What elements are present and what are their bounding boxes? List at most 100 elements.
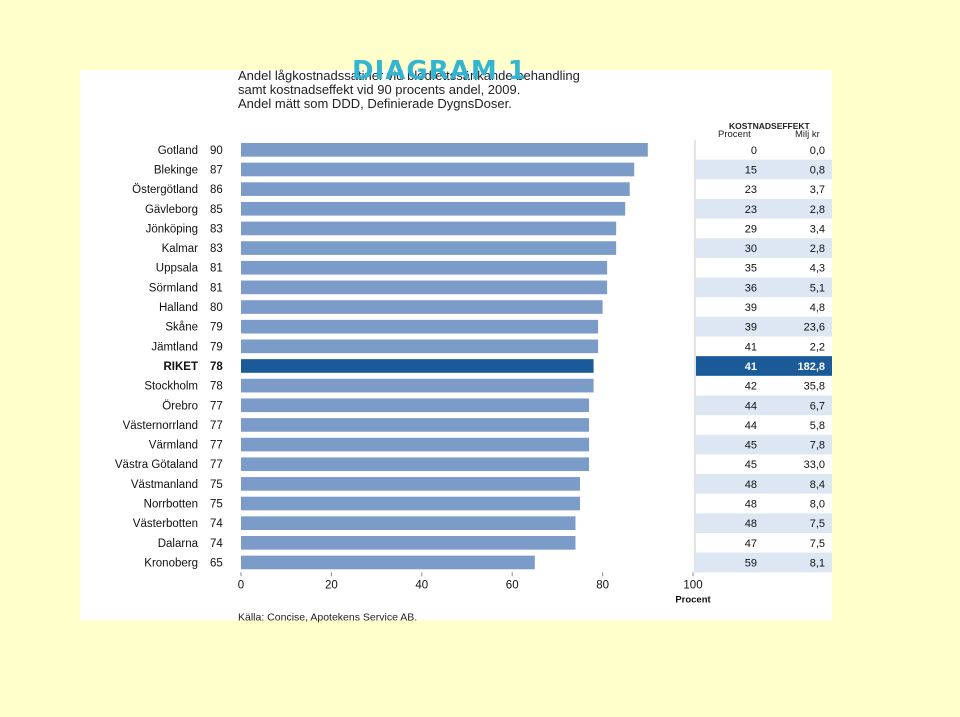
table-row-stripe — [696, 434, 832, 455]
table-miljkr-cell: 2,8 — [810, 243, 825, 255]
table-miljkr-cell: 7,5 — [810, 518, 825, 530]
bar — [241, 201, 626, 216]
table-procent-cell: 15 — [745, 164, 757, 176]
value-label: 83 — [210, 243, 223, 255]
bar — [241, 300, 603, 314]
category-label: Stockholm — [144, 381, 198, 393]
table-miljkr-cell: 7,8 — [810, 440, 825, 452]
value-label: 78 — [210, 361, 223, 373]
table-procent-cell: 41 — [745, 361, 757, 373]
value-label: 77 — [210, 400, 223, 412]
table-row-stripe — [696, 238, 832, 258]
table-procent-cell: 23 — [745, 184, 757, 196]
bar — [241, 418, 590, 432]
category-label: Jämtland — [151, 341, 198, 353]
table-miljkr-cell: 5,1 — [810, 282, 825, 294]
source-note: Källa: Concise, Apotekens Service AB. — [238, 611, 417, 623]
table-procent-cell: 48 — [745, 499, 757, 511]
category-label: Gävleborg — [145, 204, 198, 216]
x-tick-label: 100 — [683, 579, 702, 591]
value-label: 86 — [210, 184, 223, 196]
table-procent-cell: 0 — [751, 145, 757, 157]
table-row-stripe — [696, 316, 832, 337]
table-miljkr-cell: 5,8 — [810, 420, 825, 432]
value-label: 65 — [210, 557, 223, 569]
table-miljkr-cell: 0,0 — [810, 145, 825, 157]
bar — [241, 162, 635, 177]
value-label: 75 — [210, 499, 223, 511]
table-miljkr-cell: 8,1 — [810, 557, 825, 569]
table-miljkr-cell: 3,7 — [810, 184, 825, 196]
table-miljkr-cell: 7,5 — [810, 538, 825, 550]
table-row-stripe — [696, 513, 832, 533]
bar — [241, 182, 630, 196]
value-label: 77 — [210, 459, 223, 471]
table-procent-cell: 36 — [745, 282, 757, 294]
table-procent-cell: 39 — [745, 302, 757, 314]
category-label: Östergötland — [132, 184, 198, 196]
table-miljkr-cell: 23,6 — [804, 322, 825, 334]
x-tick-label: 20 — [325, 579, 338, 591]
table-row-stripe — [696, 277, 832, 298]
x-tick-label: 60 — [506, 579, 519, 591]
value-label: 74 — [210, 518, 223, 530]
category-label: Kalmar — [162, 243, 199, 255]
category-label: Sörmland — [149, 282, 198, 294]
table-procent-cell: 44 — [745, 420, 757, 432]
table-procent-cell: 30 — [745, 243, 757, 255]
table-procent-cell: 44 — [745, 400, 757, 412]
category-label: Gotland — [158, 145, 198, 157]
value-label: 79 — [210, 322, 223, 334]
table-procent-cell: 48 — [745, 518, 757, 530]
table-miljkr-cell: 8,4 — [810, 479, 825, 491]
bar — [241, 339, 599, 354]
table-miljkr-cell: 6,7 — [810, 400, 825, 412]
value-label: 80 — [210, 302, 223, 314]
category-label: Västernorrland — [123, 420, 198, 432]
table-procent-cell: 45 — [745, 440, 757, 452]
value-label: 78 — [210, 381, 223, 393]
bar — [241, 457, 590, 472]
table-row-highlight — [696, 356, 832, 376]
table-miljkr-cell: 3,4 — [810, 223, 825, 235]
bar — [241, 241, 617, 255]
value-label: 87 — [210, 164, 223, 176]
table-procent-cell: 47 — [745, 538, 757, 550]
category-label: Blekinge — [154, 164, 198, 176]
value-label: 85 — [210, 204, 223, 216]
value-label: 77 — [210, 420, 223, 432]
category-label: Kronoberg — [144, 557, 198, 569]
category-label: Västmanland — [131, 479, 198, 491]
bar — [241, 496, 580, 511]
table-miljkr-cell: 2,2 — [810, 341, 825, 353]
table-row-stripe — [696, 474, 832, 494]
category-label: Värmland — [149, 440, 198, 452]
table-header-milj-kr: Milj kr — [795, 129, 820, 140]
table-procent-cell: 45 — [745, 459, 757, 471]
table-procent-cell: 29 — [745, 223, 757, 235]
x-tick-label: 40 — [415, 579, 428, 591]
category-label: Uppsala — [156, 263, 199, 275]
category-label: Västra Götaland — [115, 459, 198, 471]
category-label: Jönköping — [146, 223, 198, 235]
table-procent-cell: 41 — [745, 341, 757, 353]
bar — [241, 143, 648, 157]
value-label: 74 — [210, 538, 223, 550]
table-miljkr-cell: 8,0 — [810, 499, 825, 511]
bar — [241, 555, 535, 570]
bar — [241, 359, 594, 373]
x-axis-label: Procent — [675, 594, 711, 605]
category-label: Dalarna — [158, 538, 199, 550]
table-procent-cell: 59 — [745, 557, 757, 569]
table-miljkr-cell: 4,8 — [810, 302, 825, 314]
table-procent-cell: 39 — [745, 322, 757, 334]
table-procent-cell: 23 — [745, 204, 757, 216]
bar — [241, 516, 576, 530]
bar — [241, 280, 608, 295]
value-label: 90 — [210, 145, 223, 157]
category-label: RIKET — [164, 361, 199, 373]
category-label: Örebro — [162, 400, 198, 412]
table-row-stripe — [696, 552, 832, 573]
table-header-procent: Procent — [718, 129, 751, 140]
